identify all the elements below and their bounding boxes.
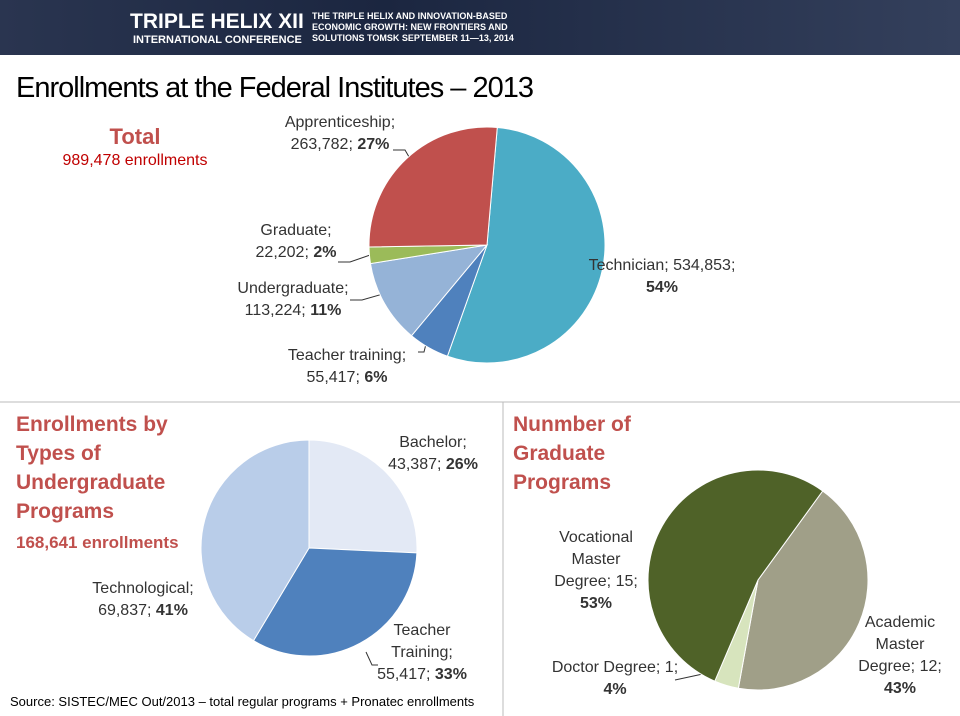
pie-slice <box>368 126 498 248</box>
value-label: 69,837; <box>98 602 152 619</box>
value-label: 534,853; <box>673 257 736 274</box>
percent-label: 4% <box>603 681 627 698</box>
percent-label: 11% <box>310 302 342 319</box>
percent-label: 43% <box>883 680 917 697</box>
slice-label: Academic Master Degree; 12; 43% <box>850 612 950 700</box>
value-label: 113,224; <box>244 302 306 319</box>
percent-label: 53% <box>579 595 613 612</box>
category-label: Apprenticeship; <box>284 114 396 131</box>
percent-label: 2% <box>313 244 337 261</box>
value-label: 22,202; <box>255 244 309 261</box>
value-label: 263,782; <box>290 136 353 153</box>
slice-label: Technological; 69,837; 41% <box>73 578 213 622</box>
conference-name: TRIPLE HELIX XII <box>130 10 304 33</box>
pie-slice <box>369 244 489 337</box>
source-note: Source: SISTEC/MEC Out/2013 – total regu… <box>10 694 475 709</box>
value-label: 15; <box>615 573 638 590</box>
slice-label: Undergraduate; 113,224; 11% <box>228 278 358 322</box>
category-label: Academic Master Degree; <box>858 614 936 675</box>
percent-label: 54% <box>645 279 679 296</box>
value-label: 12; <box>919 658 942 675</box>
value-label: 1; <box>664 659 679 676</box>
category-label: Teacher Training; <box>391 622 453 661</box>
value-label: 55,417; <box>306 369 360 386</box>
pie-slice <box>252 547 418 657</box>
pie-slice <box>737 490 869 691</box>
chart-title: Nunmber of Graduate Programs <box>513 413 631 494</box>
category-label: Doctor Degree; <box>551 659 661 676</box>
chart-subtitle: 989,478 enrollments <box>62 152 208 169</box>
category-label: Technician; <box>588 257 669 274</box>
slice-label: Bachelor; 43,387; 26% <box>373 432 493 476</box>
slice-label: Graduate; 22,202; 2% <box>236 220 356 264</box>
value-label: 43,387; <box>388 456 442 473</box>
percent-label: 6% <box>364 369 388 386</box>
pie-slice <box>446 126 606 364</box>
value-label: 55,417; <box>377 666 431 683</box>
chart-title: Enrollments by Types of Undergraduate Pr… <box>16 413 168 523</box>
slice-label: Apprenticeship; 263,782; 27% <box>265 112 415 156</box>
category-label: Bachelor; <box>399 434 467 451</box>
chart-title: Total <box>109 124 161 149</box>
category-label: Vocational Master Degree; <box>554 529 633 590</box>
slice-label: Doctor Degree; 1; 4% <box>550 657 680 701</box>
category-label: Undergraduate; <box>237 280 349 297</box>
category-label: Graduate; <box>260 222 332 239</box>
percent-label: 27% <box>357 136 390 153</box>
conference-subtitle: INTERNATIONAL CONFERENCE <box>133 34 302 46</box>
slice-label: Teacher Training; 55,417; 33% <box>377 620 467 686</box>
category-label: Technological; <box>92 580 194 597</box>
slice-label: Vocational Master Degree; 15; 53% <box>551 527 641 615</box>
slice-label: Teacher training; 55,417; 6% <box>277 345 417 389</box>
banner: TRIPLE HELIX XII INTERNATIONAL CONFERENC… <box>0 0 960 55</box>
conference-theme: THE TRIPLE HELIX AND INNOVATION-BASED EC… <box>312 11 514 43</box>
percent-label: 26% <box>445 456 478 473</box>
chart-subtitle: 168,641 enrollments <box>16 533 179 552</box>
pie-slice <box>308 439 418 554</box>
pie-slice <box>200 439 310 642</box>
percent-label: 33% <box>434 666 467 683</box>
slide-title: Enrollments at the Federal Institutes – … <box>16 72 534 104</box>
category-label: Teacher training; <box>287 347 407 364</box>
slice-label: Technician; 534,853; 54% <box>587 255 737 299</box>
pie-slice <box>647 469 824 682</box>
percent-label: 41% <box>155 602 188 619</box>
